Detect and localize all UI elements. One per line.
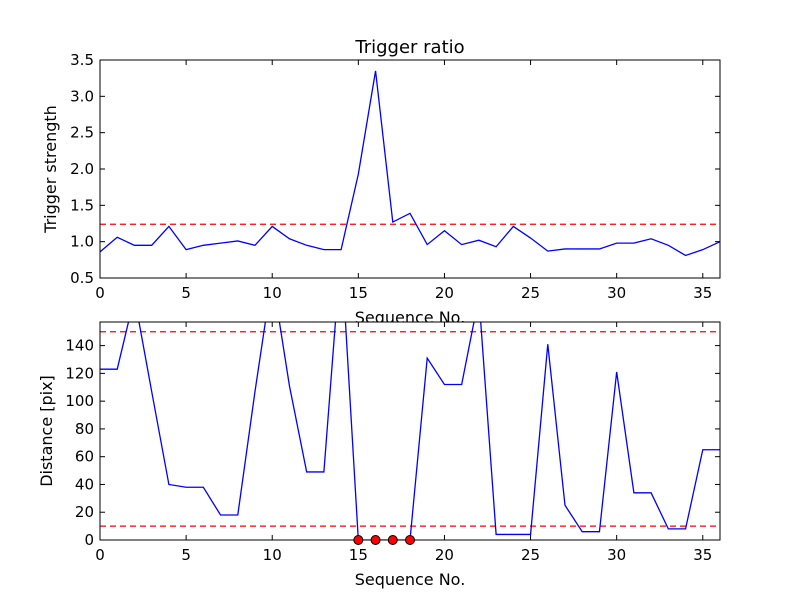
- x-tick-label: 10: [263, 284, 282, 302]
- top-subplot: 0 5 10 15 20 25 30 35 0.5 1.0 1.5 2.0 2.5 3.0 3.5 Trig…: [41, 37, 721, 327]
- series-line: [100, 322, 720, 540]
- y-tick-label: 60: [75, 448, 94, 466]
- chart-title: Trigger ratio: [354, 37, 464, 58]
- y-tick-label: 2.0: [70, 160, 94, 178]
- x-tick-label: 20: [435, 546, 454, 564]
- y-tick-label: 100: [65, 392, 94, 410]
- y-tick-label: 140: [65, 337, 94, 355]
- y-tick-label: 3.5: [70, 51, 94, 69]
- x-tick-label: 10: [263, 546, 282, 564]
- data-point-marker: [405, 535, 415, 545]
- y-tick-label: 40: [75, 475, 94, 493]
- x-axis-label: Sequence No.: [355, 570, 466, 589]
- plot-area: [100, 322, 720, 540]
- x-tick-label: 0: [95, 546, 105, 564]
- axes-frame: [99, 59, 721, 279]
- x-tick-label: 0: [95, 284, 105, 302]
- y-tick-label: 20: [75, 503, 94, 521]
- x-tick-label: 30: [607, 546, 626, 564]
- y-axis-label: Distance [pix]: [37, 375, 56, 487]
- x-tick-label: 25: [521, 284, 540, 302]
- x-tick-label: 15: [349, 546, 368, 564]
- x-tick-label: 35: [693, 546, 712, 564]
- x-tick-label: 35: [693, 284, 712, 302]
- x-tick-label: 20: [435, 284, 454, 302]
- series-line: [100, 70, 720, 257]
- y-tick-label: 1.0: [70, 233, 94, 251]
- plot-area: [100, 60, 720, 278]
- data-point-marker: [387, 535, 398, 545]
- x-tick-label: 5: [181, 284, 191, 302]
- y-tick-label: 2.5: [70, 124, 94, 142]
- y-axis-label: Trigger strength: [41, 105, 60, 234]
- x-tick-label: 5: [181, 546, 191, 564]
- y-tick-label: 1.5: [70, 196, 94, 214]
- x-tick-label: 25: [521, 546, 540, 564]
- data-point-marker: [370, 535, 381, 545]
- y-tick-label: 0.5: [70, 269, 94, 287]
- x-tick-label: 15: [349, 284, 368, 302]
- y-tick-label: 80: [75, 420, 94, 438]
- bottom-subplot: 0 5 10 15 20 25 30 35 0 20 40 60 80 100 120 140 Sequenc…: [37, 321, 721, 589]
- data-point-marker: [353, 535, 364, 545]
- y-tick-label: 3.0: [70, 87, 94, 105]
- y-tick-label: 0: [84, 531, 94, 549]
- x-tick-label: 30: [607, 284, 626, 302]
- y-tick-label: 120: [65, 364, 94, 382]
